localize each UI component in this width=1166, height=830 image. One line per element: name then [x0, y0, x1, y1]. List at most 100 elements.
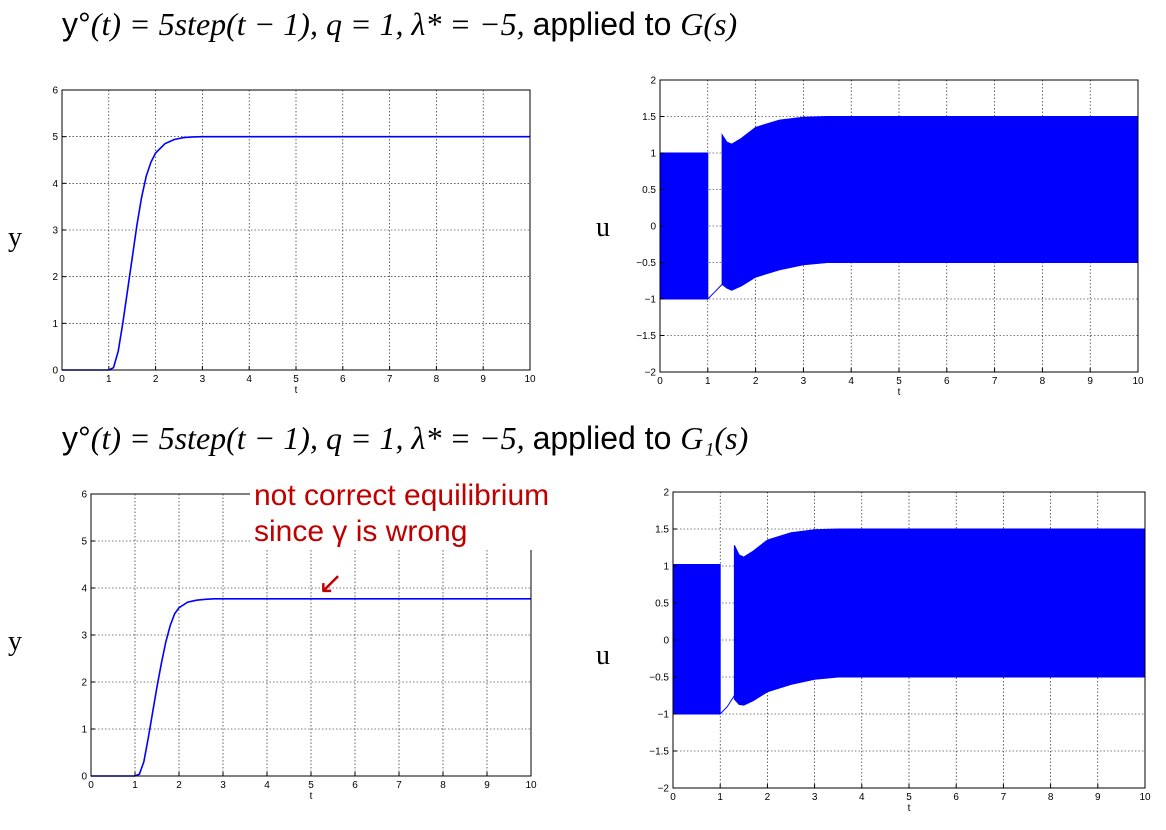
x-tick-label: 0	[88, 780, 94, 791]
series-line-2-0	[91, 598, 531, 777]
y-tick-label: 3	[52, 226, 58, 237]
x-axis-label: t	[898, 387, 901, 398]
oscillation-band-1	[659, 116, 1139, 301]
y-tick-label: 3	[81, 631, 87, 642]
y-tick-label: 1	[52, 319, 58, 330]
x-tick-label: 6	[953, 792, 959, 803]
title-top-prefix: y°	[62, 6, 91, 42]
oscillation-band-3	[672, 528, 1146, 716]
x-tick-label: 2	[753, 376, 759, 387]
x-tick-label: 8	[434, 374, 440, 385]
x-tick-label: 6	[352, 780, 358, 791]
y-tick-label: 0	[650, 222, 656, 233]
y-tick-label: −1.5	[649, 747, 669, 758]
x-tick-label: 9	[1095, 792, 1101, 803]
title-bottom-applied: applied to	[532, 420, 681, 456]
series-line-0-0	[62, 135, 530, 371]
x-tick-label: 3	[812, 792, 818, 803]
x-tick-label: 9	[1087, 376, 1093, 387]
x-tick-label: 5	[906, 792, 912, 803]
x-tick-label: 10	[524, 374, 536, 385]
y-tick-label: 2	[663, 488, 669, 499]
x-tick-label: 0	[670, 792, 676, 803]
x-tick-label: 7	[396, 780, 402, 791]
equilibrium-annotation: not correct equilibrium since γ is wrong	[250, 478, 554, 550]
x-tick-label: 8	[1048, 792, 1054, 803]
y-tick-label: 1	[650, 149, 656, 160]
y-tick-label: 4	[52, 179, 58, 190]
y-tick-label: 2	[52, 272, 58, 283]
y-tick-label: 6	[81, 490, 87, 501]
title-bottom-prefix: y°	[62, 420, 91, 456]
x-tick-label: 4	[859, 792, 865, 803]
annotation-line1: not correct equilibrium	[254, 479, 550, 512]
x-tick-label: 2	[176, 780, 182, 791]
annotation-line2: since γ is wrong	[254, 515, 468, 548]
x-tick-label: 1	[106, 374, 112, 385]
x-tick-label: 7	[1001, 792, 1007, 803]
x-tick-label: 4	[246, 374, 252, 385]
u-label-bottom: u	[596, 640, 610, 671]
chart-title-top: y°(t) = 5step(t − 1), q = 1, λ* = −5, ap…	[62, 6, 737, 43]
y-tick-label: −1	[645, 295, 657, 306]
y-tick-label: 0.5	[642, 185, 656, 196]
chart-title-bottom: y°(t) = 5step(t − 1), q = 1, λ* = −5, ap…	[62, 420, 748, 457]
x-tick-label: 3	[220, 780, 226, 791]
y-tick-label: −0.5	[649, 673, 669, 684]
y-tick-label: 1.5	[655, 525, 669, 536]
x-tick-label: 3	[801, 376, 807, 387]
y-tick-label: 5	[52, 132, 58, 143]
y-label-top: y	[8, 222, 22, 253]
y-tick-label: 6	[52, 86, 58, 97]
title-top-expr: (t) = 5step(t − 1), q = 1, λ* = −5,	[90, 6, 533, 42]
y-tick-label: 0	[81, 772, 87, 783]
x-tick-label: 5	[896, 376, 902, 387]
x-tick-label: 10	[1139, 792, 1151, 803]
y-tick-label: 1	[663, 562, 669, 573]
x-tick-label: 4	[848, 376, 854, 387]
title-top-applied: applied to	[532, 6, 681, 42]
y-tick-label: 2	[81, 678, 87, 689]
x-tick-label: 1	[705, 376, 711, 387]
y-tick-label: −1.5	[636, 331, 656, 342]
x-tick-label: 3	[200, 374, 206, 385]
y-tick-label: 1	[81, 725, 87, 736]
x-tick-label: 0	[657, 376, 663, 387]
x-axis-label: t	[908, 803, 911, 814]
y-tick-label: 0.5	[655, 599, 669, 610]
x-tick-label: 7	[992, 376, 998, 387]
title-top-sys: G(s)	[680, 6, 738, 42]
y-tick-label: −2	[658, 784, 670, 795]
x-tick-label: 6	[944, 376, 950, 387]
x-tick-label: 1	[717, 792, 723, 803]
x-tick-label: 2	[765, 792, 771, 803]
x-axis-label: t	[295, 385, 298, 396]
x-tick-label: 7	[387, 374, 393, 385]
x-axis-label: t	[310, 791, 313, 802]
x-tick-label: 9	[484, 780, 490, 791]
u-label-top: u	[596, 212, 610, 243]
y-tick-label: 0	[663, 636, 669, 647]
x-tick-label: 2	[153, 374, 159, 385]
x-tick-label: 10	[525, 780, 537, 791]
x-tick-label: 4	[264, 780, 270, 791]
x-tick-label: 8	[1040, 376, 1046, 387]
title-bottom-sys: G₁(s)	[680, 420, 749, 456]
y-tick-label: 1.5	[642, 112, 656, 123]
annotation-arrow: ↙	[318, 566, 344, 601]
x-tick-label: 1	[132, 780, 138, 791]
x-tick-label: 6	[340, 374, 346, 385]
x-tick-label: 0	[59, 374, 65, 385]
x-tick-label: 8	[440, 780, 446, 791]
x-tick-label: 5	[293, 374, 299, 385]
x-tick-label: 9	[480, 374, 486, 385]
x-tick-label: 5	[308, 780, 314, 791]
y-tick-label: −2	[645, 368, 657, 379]
y-tick-label: 5	[81, 537, 87, 548]
x-tick-label: 10	[1132, 376, 1144, 387]
y-tick-label: 2	[650, 76, 656, 87]
y-label-bottom: y	[8, 626, 22, 657]
y-tick-label: 0	[52, 366, 58, 377]
y-tick-label: −1	[658, 710, 670, 721]
